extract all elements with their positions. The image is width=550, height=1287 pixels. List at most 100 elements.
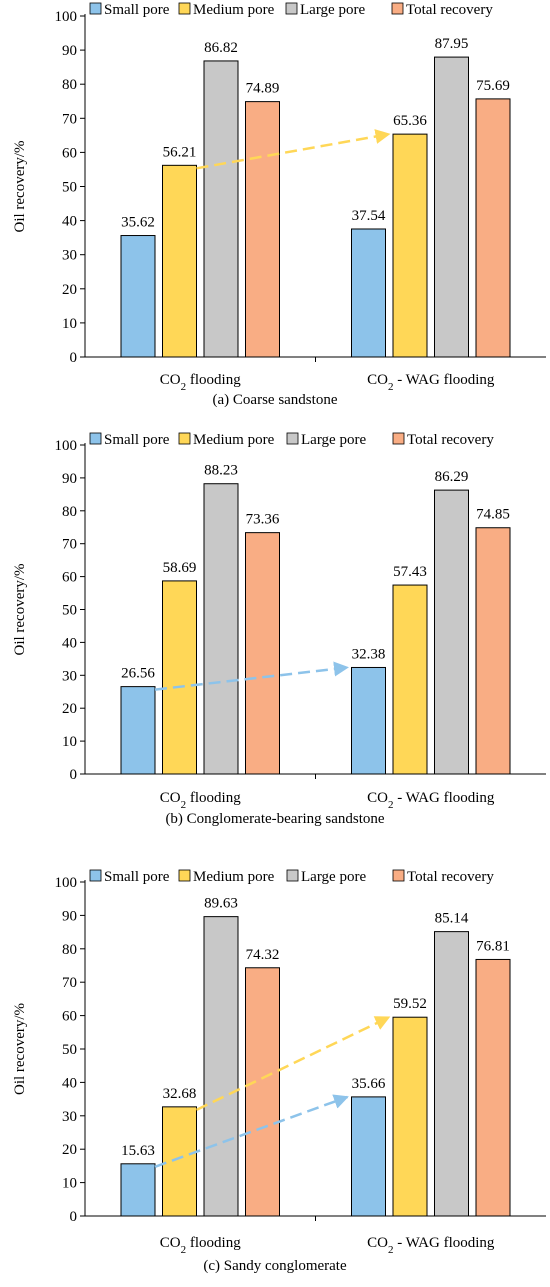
legend-swatch-small — [89, 432, 102, 445]
bar-total — [475, 958, 511, 1217]
y-tick-label: 0 — [70, 1209, 78, 1225]
y-tick-label: 10 — [62, 316, 77, 332]
data-label: 15.63 — [121, 1143, 155, 1159]
data-label: 37.54 — [352, 208, 386, 224]
data-label: 59.52 — [393, 996, 427, 1012]
legend-label-small: Small pore — [104, 2, 170, 18]
category-label: CO2 flooding — [160, 790, 241, 811]
legend-swatch-total — [392, 869, 405, 882]
y-tick-label: 30 — [62, 668, 77, 684]
bar-medium — [162, 164, 197, 358]
legend-label-total: Total recovery — [406, 2, 493, 18]
legend-label-medium: Medium pore — [193, 869, 275, 885]
y-tick-label: 10 — [62, 1176, 77, 1192]
y-tick-label: 100 — [55, 438, 78, 454]
data-label: 35.66 — [352, 1076, 386, 1092]
y-tick-label: 0 — [70, 350, 78, 366]
bar-medium — [162, 1106, 197, 1217]
data-label: 56.21 — [163, 144, 197, 160]
data-label: 74.32 — [246, 947, 280, 963]
legend-swatch-total — [392, 432, 405, 445]
bar-large — [434, 489, 469, 775]
y-tick-label: 50 — [62, 603, 77, 619]
data-label: 74.85 — [476, 507, 510, 523]
y-tick-label: 60 — [62, 1009, 77, 1025]
y-tick-label: 90 — [62, 471, 77, 487]
data-label: 35.62 — [121, 215, 155, 231]
data-label: 65.36 — [393, 113, 427, 129]
legend-label-small: Small pore — [104, 432, 170, 448]
bar-small — [351, 228, 386, 358]
data-label: 26.56 — [121, 666, 155, 682]
bar-large — [434, 56, 469, 358]
data-label: 32.68 — [163, 1086, 197, 1102]
legend-label-medium: Medium pore — [193, 2, 275, 18]
y-tick-label: 100 — [55, 875, 78, 891]
legend-swatch-small — [89, 869, 102, 882]
data-label: 57.43 — [393, 564, 427, 580]
legend-label-large: Large pore — [300, 2, 365, 18]
y-tick-label: 50 — [62, 1042, 77, 1058]
y-tick-label: 20 — [62, 1142, 77, 1158]
bar-large — [203, 916, 239, 1217]
category-label: CO2 flooding — [160, 1235, 241, 1256]
chart-coarse-sandstone: 0 10 20 30 40 50 60 70 80 90 100 Oil recovery/% 35.6… — [12, 2, 546, 408]
legend-label-total: Total recovery — [407, 432, 494, 448]
category-label: CO2 flooding — [160, 372, 241, 393]
chart-conglomerate-bearing-sandstone: 0 10 20 30 40 50 60 70 80 90 100 Oil recovery/% 26.5… — [12, 432, 546, 827]
chart-sandy-conglomerate: 0 10 20 30 40 50 60 70 80 90 100 Oil recovery/% 15.6… — [12, 869, 546, 1274]
category-label: CO2 - WAG flooding — [367, 1235, 495, 1256]
y-tick-label: 50 — [62, 180, 77, 196]
legend-swatch-small — [89, 2, 102, 15]
data-label: 85.14 — [435, 911, 469, 927]
bar-medium — [392, 584, 428, 775]
bar-large — [203, 483, 239, 775]
bar-large — [203, 60, 239, 358]
y-tick-label: 0 — [70, 767, 78, 783]
category-label: CO2 - WAG flooding — [367, 790, 495, 811]
legend-label-medium: Medium pore — [193, 432, 275, 448]
y-tick-label: 20 — [62, 701, 77, 717]
chart-caption: (b) Conglomerate-bearing sandstone — [165, 811, 384, 827]
y-axis-label: Oil recovery/% — [12, 1003, 28, 1095]
data-label: 89.63 — [204, 896, 238, 912]
legend-label-small: Small pore — [104, 869, 170, 885]
legend-swatch-medium — [178, 2, 191, 15]
data-label: 86.82 — [204, 40, 238, 56]
y-tick-label: 90 — [62, 908, 77, 924]
legend-swatch-large — [286, 869, 299, 882]
y-tick-label: 80 — [62, 77, 77, 93]
data-label: 88.23 — [204, 463, 238, 479]
y-tick-label: 70 — [62, 975, 77, 991]
bar-total — [475, 527, 511, 775]
bar-large — [434, 931, 469, 1217]
category-label: CO2 - WAG flooding — [367, 372, 495, 393]
data-label: 58.69 — [163, 560, 197, 576]
data-label: 75.69 — [476, 78, 510, 94]
bar-small — [120, 1163, 156, 1217]
data-label: 86.29 — [435, 469, 469, 485]
legend-swatch-medium — [178, 432, 191, 445]
y-tick-label: 80 — [62, 504, 77, 520]
trend-arrow — [154, 661, 349, 691]
y-tick-label: 100 — [55, 9, 78, 25]
data-label: 76.81 — [476, 938, 510, 954]
bar-small — [351, 1096, 386, 1217]
bar-medium — [392, 133, 428, 358]
bar-total — [245, 101, 280, 358]
data-label: 74.89 — [246, 81, 280, 97]
bar-small — [351, 666, 386, 775]
chart-caption: (a) Coarse sandstone — [213, 392, 338, 408]
bar-small — [120, 235, 156, 358]
data-label: 73.36 — [246, 512, 280, 528]
legend-label-large: Large pore — [301, 869, 366, 885]
bar-small — [120, 686, 156, 775]
y-tick-label: 30 — [62, 248, 77, 264]
y-tick-label: 70 — [62, 537, 77, 553]
y-tick-label: 10 — [62, 734, 77, 750]
legend-swatch-total — [391, 2, 404, 15]
y-tick-label: 40 — [62, 1075, 77, 1091]
data-label: 87.95 — [435, 36, 469, 52]
chart-caption: (c) Sandy conglomerate — [203, 1258, 347, 1274]
